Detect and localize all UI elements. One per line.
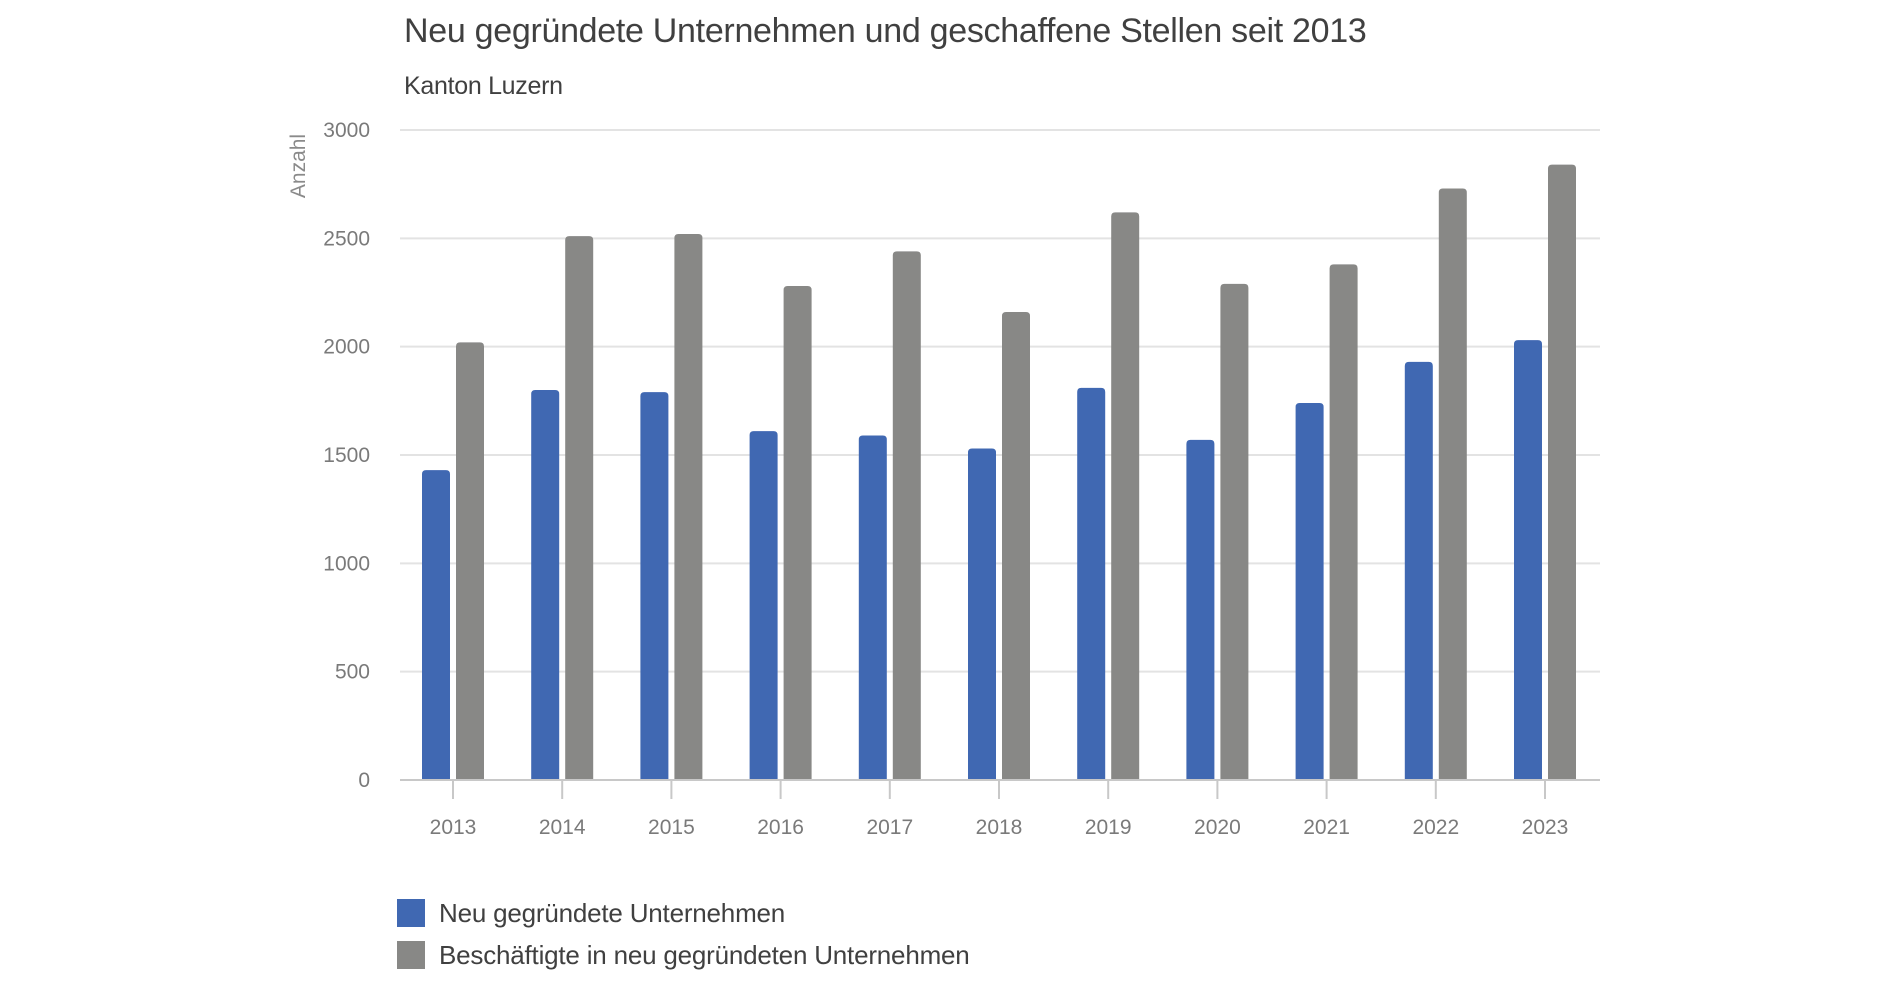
x-tick-label: 2020 (1194, 816, 1241, 839)
bar-employees-2014[interactable] (565, 236, 594, 780)
bars (422, 164, 1576, 781)
chart-title: Neu gegründete Unternehmen und geschaffe… (404, 12, 1367, 50)
x-tick-label: 2016 (757, 816, 804, 839)
bar-employees-2016[interactable] (783, 286, 812, 780)
bar-employees-2021[interactable] (1329, 264, 1358, 780)
legend-swatch-grey (397, 941, 425, 969)
bar-employees-2022[interactable] (1438, 188, 1467, 781)
x-tick-label: 2017 (866, 816, 913, 839)
legend-swatch-blue (397, 899, 425, 927)
legend-item-new-companies[interactable]: Neu gegründete Unternehmen (397, 892, 970, 934)
x-tick-label: 2018 (976, 816, 1023, 839)
x-tick-label: 2015 (648, 816, 695, 839)
x-tick-label: 2023 (1522, 816, 1569, 839)
x-tick-label: 2022 (1412, 816, 1459, 839)
legend-label: Neu gegründete Unternehmen (439, 897, 786, 928)
bar-employees-2019[interactable] (1111, 212, 1140, 781)
x-tick-label: 2013 (430, 816, 477, 839)
legend: Neu gegründete Unternehmen Beschäftigte … (397, 892, 970, 976)
chart-subtitle: Kanton Luzern (404, 72, 563, 100)
bar-new-companies-2014[interactable] (531, 390, 560, 780)
x-axis: 2013 2014 2015 2016 2017 2018 2019 2020 2021 2022… (400, 779, 1600, 839)
bar-employees-2015[interactable] (674, 234, 703, 780)
y-tick-label: 2000 (323, 336, 370, 359)
bar-new-companies-2017[interactable] (858, 435, 887, 781)
x-tick-label: 2014 (539, 816, 586, 839)
bar-new-companies-2020[interactable] (1186, 439, 1215, 780)
bar-employees-2018[interactable] (1002, 312, 1030, 780)
y-tick-label: 1000 (323, 552, 370, 575)
bar-employees-2017[interactable] (892, 251, 921, 781)
y-tick-label: 0 (358, 769, 370, 792)
bar-employees-2023[interactable] (1548, 164, 1576, 780)
bar-employees-2013[interactable] (456, 342, 484, 780)
y-tick-label: 2500 (323, 227, 370, 250)
bar-new-companies-2023[interactable] (1514, 340, 1542, 780)
y-tick-label: 3000 (323, 119, 370, 142)
bar-new-companies-2016[interactable] (749, 431, 778, 780)
gridlines (400, 129, 1600, 673)
y-axis-ticks: 0 500 1000 1500 2000 2500 3000 (323, 119, 370, 792)
legend-label: Beschäftigte in neu gegründeten Unterneh… (439, 939, 970, 970)
bar-new-companies-2022[interactable] (1404, 361, 1433, 780)
y-axis-label: Anzahl (287, 134, 310, 198)
legend-item-employees[interactable]: Beschäftigte in neu gegründeten Unterneh… (397, 934, 970, 976)
x-tick-label: 2019 (1085, 816, 1132, 839)
bar-new-companies-2013[interactable] (422, 470, 450, 780)
x-tick-label: 2021 (1303, 816, 1350, 839)
bar-employees-2020[interactable] (1220, 283, 1249, 780)
y-tick-label: 1500 (323, 444, 370, 467)
bar-new-companies-2021[interactable] (1295, 403, 1324, 780)
y-tick-label: 500 (335, 661, 370, 684)
bar-new-companies-2019[interactable] (1077, 387, 1106, 780)
bar-new-companies-2018[interactable] (968, 448, 996, 781)
bar-new-companies-2015[interactable] (640, 392, 669, 780)
